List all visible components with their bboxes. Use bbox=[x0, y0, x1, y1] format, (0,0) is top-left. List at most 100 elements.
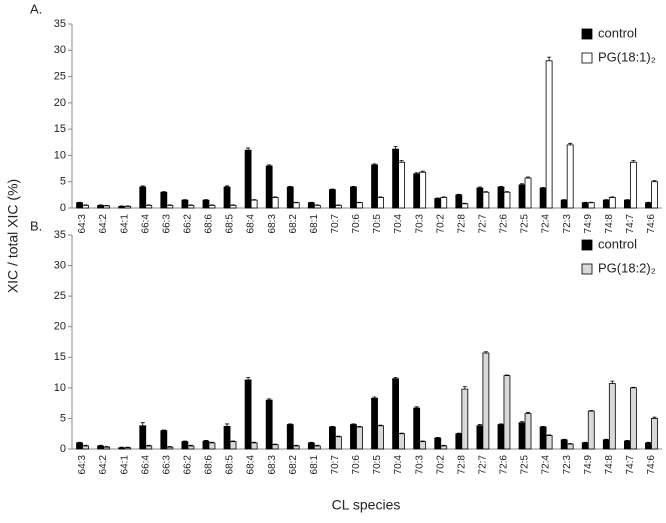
x-tick-label: 70:4 bbox=[393, 455, 404, 475]
bar bbox=[350, 186, 357, 209]
bar bbox=[629, 387, 637, 450]
error-bar bbox=[568, 443, 573, 445]
x-tick-label: 64:2 bbox=[98, 214, 109, 234]
bar bbox=[82, 204, 89, 209]
error-bar bbox=[562, 199, 567, 201]
x-tick-label: 66:4 bbox=[140, 455, 151, 475]
bar bbox=[82, 445, 89, 450]
bar bbox=[223, 425, 231, 450]
error-bar bbox=[182, 199, 187, 201]
bar bbox=[623, 199, 631, 209]
bar bbox=[413, 173, 421, 209]
bar bbox=[118, 447, 126, 450]
error-bar bbox=[77, 441, 82, 443]
bar bbox=[208, 204, 216, 209]
bar bbox=[286, 424, 294, 450]
x-tick-label: 72:8 bbox=[456, 214, 467, 234]
x-tick-label: 68:3 bbox=[267, 214, 278, 234]
x-tick-label: 70:7 bbox=[330, 455, 341, 475]
error-bar bbox=[498, 186, 503, 187]
x-axis-label: CL species bbox=[332, 497, 401, 513]
error-bar bbox=[336, 435, 341, 437]
error-bar bbox=[625, 199, 630, 201]
error-bar bbox=[309, 201, 314, 203]
bar bbox=[518, 422, 526, 450]
bar bbox=[76, 442, 83, 450]
y-tick-label: 35 bbox=[54, 18, 66, 30]
error-bar bbox=[77, 201, 82, 203]
legend-label: control bbox=[598, 236, 637, 251]
bar bbox=[271, 444, 279, 450]
x-tick-label: 70:7 bbox=[330, 214, 341, 234]
error-bar bbox=[589, 201, 594, 203]
bar bbox=[371, 164, 378, 209]
x-tick-label: 66:2 bbox=[183, 455, 194, 475]
bar bbox=[497, 424, 505, 450]
y-tick-label: 10 bbox=[54, 382, 66, 394]
error-bar bbox=[435, 197, 440, 199]
x-tick-label: 72:7 bbox=[478, 214, 489, 234]
bar bbox=[118, 206, 126, 209]
bar bbox=[602, 199, 610, 209]
x-tick-label: 68:5 bbox=[225, 214, 236, 234]
error-bar bbox=[568, 142, 573, 145]
error-bar bbox=[547, 56, 552, 61]
bar bbox=[545, 60, 553, 209]
error-bar bbox=[336, 204, 341, 206]
bar bbox=[103, 446, 111, 450]
bar bbox=[271, 197, 279, 209]
bar bbox=[560, 439, 568, 450]
y-tick-label: 5 bbox=[60, 412, 66, 424]
bar bbox=[539, 426, 547, 450]
error-bar bbox=[583, 201, 588, 203]
error-bar bbox=[203, 440, 208, 442]
x-tick-label: 72:5 bbox=[520, 455, 531, 475]
bar bbox=[476, 187, 484, 209]
x-tick-label: 66:4 bbox=[140, 214, 151, 234]
legend-swatch bbox=[581, 239, 593, 251]
x-tick-label: 66:2 bbox=[183, 214, 194, 234]
bar bbox=[103, 205, 111, 209]
x-tick-label: 64:2 bbox=[98, 455, 109, 475]
error-bar bbox=[604, 199, 609, 201]
error-bar bbox=[330, 188, 335, 190]
error-bar bbox=[504, 374, 509, 376]
bar bbox=[461, 203, 469, 209]
bar bbox=[292, 445, 300, 450]
error-bar bbox=[119, 205, 124, 207]
bar bbox=[413, 407, 421, 450]
error-bar bbox=[294, 201, 299, 203]
error-bar bbox=[498, 423, 503, 425]
error-bar bbox=[483, 191, 488, 193]
bar bbox=[286, 186, 294, 209]
bar bbox=[497, 186, 505, 209]
bar bbox=[461, 388, 469, 450]
bar bbox=[440, 445, 448, 450]
bar bbox=[524, 177, 532, 209]
bar bbox=[645, 202, 652, 209]
error-bar bbox=[83, 444, 88, 446]
legend-label: PG(18:1)₂ bbox=[598, 49, 656, 64]
error-bar bbox=[330, 425, 335, 427]
error-bar bbox=[456, 193, 461, 195]
bar bbox=[97, 204, 105, 209]
error-bar bbox=[520, 183, 525, 185]
bar bbox=[377, 425, 384, 450]
bar bbox=[307, 442, 315, 450]
error-bar bbox=[462, 202, 467, 204]
bar bbox=[434, 198, 442, 209]
y-tick-label: 10 bbox=[54, 149, 66, 161]
legend-label: PG(18:2)₂ bbox=[598, 260, 656, 275]
y-tick-label: 30 bbox=[54, 44, 66, 56]
error-bar bbox=[372, 163, 377, 165]
error-bar bbox=[252, 441, 257, 443]
error-bar bbox=[435, 436, 440, 438]
bar bbox=[623, 440, 631, 450]
bar bbox=[97, 445, 105, 450]
error-bar bbox=[631, 386, 636, 388]
y-tick-label: 25 bbox=[54, 70, 66, 82]
error-bar bbox=[209, 204, 214, 206]
y-tick-label: 5 bbox=[60, 176, 66, 188]
bar bbox=[524, 413, 532, 450]
bar bbox=[482, 191, 490, 209]
